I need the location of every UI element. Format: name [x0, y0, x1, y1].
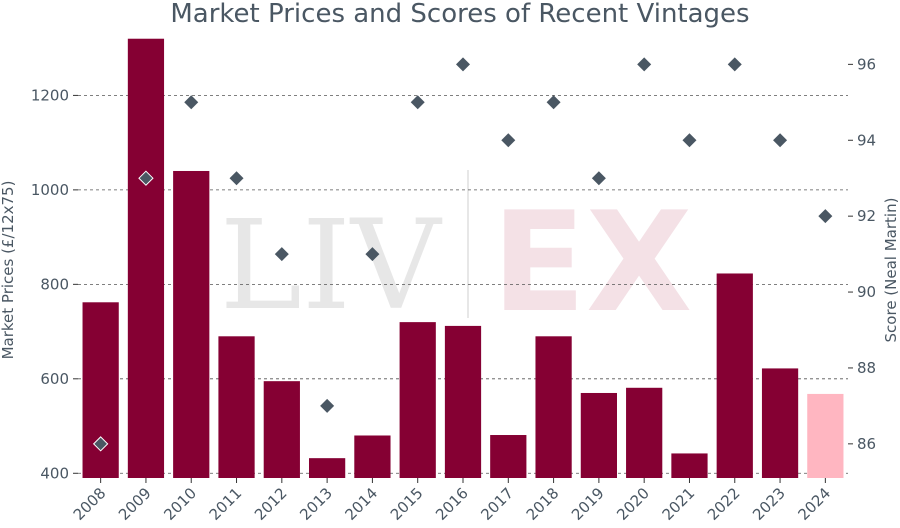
score-marker-2010 [184, 95, 199, 110]
x-tick-label: 2009 [115, 484, 155, 524]
y2-tick-label: 88 [857, 359, 876, 377]
x-tick-label: 2012 [251, 484, 291, 524]
score-marker-2022 [727, 57, 742, 72]
y2-tick-label: 90 [857, 283, 876, 301]
score-marker-2018 [546, 95, 561, 110]
x-tick-label: 2024 [794, 484, 834, 524]
x-tick-label: 2017 [477, 484, 517, 524]
y2-tick-label: 86 [857, 435, 876, 453]
y2-tick-label: 92 [857, 207, 876, 225]
score-marker-2021 [682, 133, 697, 148]
score-marker-2016 [456, 57, 470, 72]
x-tick-label: 2014 [342, 484, 382, 524]
bar-2014 [354, 435, 391, 478]
y2-tick-label: 94 [857, 131, 876, 149]
x-tick-label: 2013 [296, 484, 336, 524]
x-tick-label: 2010 [160, 484, 200, 524]
bar-2010 [173, 170, 210, 478]
score-marker-2008 [92, 436, 109, 452]
watermark-left-text: LIV [220, 194, 443, 338]
y2-axis-title: Score (Neal Martin) [882, 198, 900, 343]
x-tick-label: 2020 [613, 484, 653, 524]
x-tick-label: 2018 [523, 484, 563, 524]
y-tick-label: 1200 [31, 86, 69, 104]
watermark-right-text: EX [492, 182, 693, 343]
score-marker-2012 [274, 247, 289, 262]
bar-2024 [807, 393, 844, 478]
score-marker-2024 [818, 209, 833, 224]
bar-2022 [716, 273, 753, 478]
x-tick-label: 2011 [206, 484, 246, 524]
score-marker-2013 [320, 398, 335, 413]
y-tick-label: 600 [40, 370, 69, 388]
x-tick-label: 2015 [387, 484, 427, 524]
score-marker-2014 [365, 247, 380, 262]
score-marker-2009 [138, 170, 154, 186]
bar-2021 [671, 453, 708, 478]
bar-2012 [263, 381, 300, 478]
bar-2018 [535, 336, 572, 478]
score-marker-2011 [229, 171, 244, 186]
bar-2013 [309, 458, 346, 478]
bar-2019 [580, 392, 617, 478]
bar-2009 [127, 38, 165, 479]
y-axis-title: Market Prices (£/12x75) [0, 181, 17, 360]
x-tick-label: 2023 [749, 484, 789, 524]
x-tick-label: 2019 [568, 484, 608, 524]
score-marker-2017 [501, 133, 516, 148]
y-tick-label: 800 [40, 275, 69, 293]
score-marker-2015 [410, 95, 425, 110]
bar-2020 [626, 387, 663, 478]
y2-tick-label: 96 [857, 55, 876, 73]
score-marker-2023 [773, 133, 788, 148]
x-tick-label: 2021 [659, 484, 699, 524]
score-marker-2019 [591, 171, 606, 186]
bar-2015 [399, 322, 436, 478]
x-tick-label: 2008 [70, 484, 110, 524]
bar-2011 [218, 336, 255, 478]
bar-2017 [490, 435, 527, 478]
chart-title: Market Prices and Scores of Recent Vinta… [170, 0, 749, 29]
y-tick-label: 1000 [31, 181, 69, 199]
x-tick-label: 2022 [704, 484, 744, 524]
score-marker-2020 [637, 57, 652, 72]
bar-2023 [761, 368, 799, 478]
bar-2016 [444, 325, 482, 478]
bar-2008 [82, 302, 119, 478]
x-tick-label: 2016 [432, 484, 472, 524]
y-tick-label: 400 [40, 464, 69, 482]
